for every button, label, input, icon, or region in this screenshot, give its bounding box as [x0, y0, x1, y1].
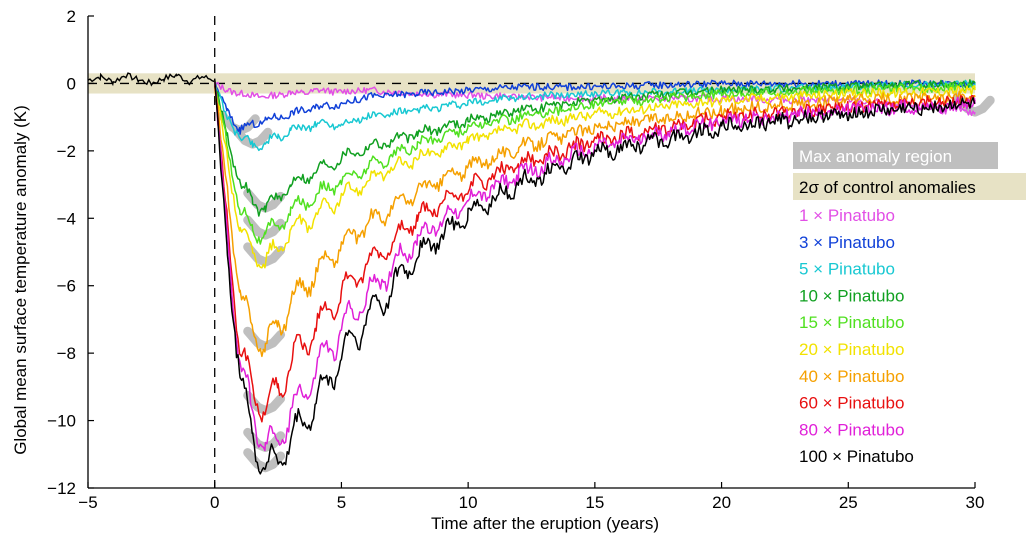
legend-entry: 15 × Pinatubo	[799, 313, 904, 332]
max-anomaly-region	[243, 390, 286, 415]
y-tick-label: −2	[57, 142, 76, 161]
legend-control-band-swatch	[793, 173, 1026, 200]
legend-entry: 1 × Pinatubo	[799, 206, 895, 225]
legend-entry: 60 × Pinatubo	[799, 394, 904, 413]
x-tick-label: 30	[966, 493, 985, 512]
legend-entry: 100 × Pinatubo	[799, 447, 914, 466]
series-line	[213, 81, 976, 245]
control-series-line	[87, 72, 216, 87]
series-line	[213, 78, 976, 475]
series-line	[213, 84, 976, 423]
series-line	[213, 87, 976, 358]
legend-max-region-swatch	[793, 142, 998, 169]
y-tick-label: −10	[47, 412, 76, 431]
series-layer	[87, 72, 976, 475]
y-tick-label: −12	[47, 479, 76, 498]
x-tick-label: 0	[210, 493, 219, 512]
x-axis-label: Time after the eruption (years)	[431, 514, 659, 533]
legend-entry: 10 × Pinatubo	[799, 286, 904, 305]
series-line	[213, 79, 976, 135]
legend-entry: 80 × Pinatubo	[799, 420, 904, 439]
max-anomaly-region	[243, 215, 286, 240]
x-tick-label: 10	[459, 493, 478, 512]
y-tick-label: −4	[57, 209, 76, 228]
y-tick-label: 2	[67, 7, 76, 26]
legend: Max anomaly region 2σ of control anomalie…	[793, 142, 1026, 466]
legend-entry: 5 × Pinatubo	[799, 260, 895, 279]
max-anomaly-region	[243, 326, 286, 351]
legend-max-region-label: Max anomaly region	[799, 147, 952, 166]
x-tick-label: 25	[839, 493, 858, 512]
reference-lines-layer	[88, 16, 975, 488]
series-line	[213, 79, 976, 269]
x-tick-label: 20	[712, 493, 731, 512]
x-tick-label: −5	[78, 493, 97, 512]
y-tick-label: 0	[67, 74, 76, 93]
y-tick-label: −6	[57, 277, 76, 296]
legend-entry: 3 × Pinatubo	[799, 233, 895, 252]
legend-control-band-label: 2σ of control anomalies	[799, 178, 976, 197]
y-axis-label: Global mean surface temperature anomaly …	[11, 105, 30, 455]
x-tick-label: 5	[337, 493, 346, 512]
x-tick-label: 15	[585, 493, 604, 512]
y-tick-label: −8	[57, 344, 76, 363]
legend-entry: 20 × Pinatubo	[799, 340, 904, 359]
legend-entry: 40 × Pinatubo	[799, 367, 904, 386]
